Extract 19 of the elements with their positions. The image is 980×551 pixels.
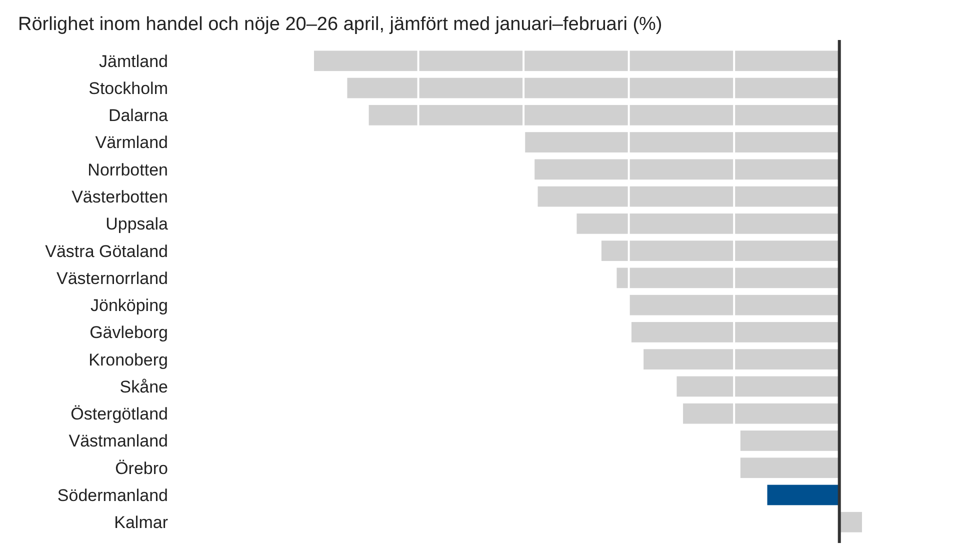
y-tick-label: Jämtland	[99, 52, 168, 71]
y-tick-label: Skåne	[120, 377, 168, 396]
y-tick-label: Norrbotten	[88, 160, 168, 180]
y-tick-label: Uppsala	[106, 214, 169, 234]
chart-title: Rörlighet inom handel och nöje 20–26 april, jämfört med januari–februari (%)	[18, 14, 662, 35]
y-tick-label: Jönköping	[90, 296, 168, 316]
y-tick-label: Värmland	[95, 133, 168, 152]
y-tick-label: Västernorrland	[56, 268, 168, 288]
y-tick-label: Kronoberg	[88, 350, 168, 370]
y-tick-label: Västmanland	[68, 432, 168, 451]
y-tick-label: Örebro	[115, 458, 168, 478]
y-tick-label: Dalarna	[108, 106, 169, 126]
y-tick-label: Västra Götaland	[45, 242, 168, 261]
y-tick-label: Kalmar	[114, 513, 168, 532]
y-tick-label: Stockholm	[88, 78, 168, 98]
y-tick-label: Gävleborg	[90, 323, 168, 342]
y-tick-label: Södermanland	[57, 486, 168, 505]
y-tick-label: Västerbotten	[72, 187, 168, 206]
y-tick-label: Östergötland	[70, 404, 168, 424]
